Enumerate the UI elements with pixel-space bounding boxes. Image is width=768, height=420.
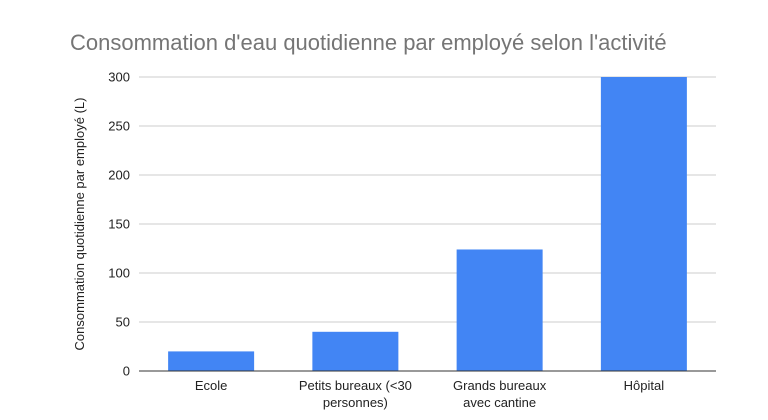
- chart-title: Consommation d'eau quotidienne par emplo…: [70, 30, 667, 55]
- y-tick-labels: 0 50 100 150 200 250 300: [108, 70, 130, 379]
- y-tick-label: 200: [108, 168, 130, 183]
- y-tick-label: 250: [108, 119, 130, 134]
- bar[interactable]: [456, 249, 543, 371]
- bar[interactable]: [600, 77, 687, 371]
- x-tick-labels: Ecole Petits bureaux (<30 personnes) Grands…: [195, 378, 664, 410]
- x-tick-label: Hôpital: [624, 378, 665, 393]
- y-tick-label: 0: [123, 364, 130, 379]
- x-tick-label: Grands bureaux: [453, 378, 547, 393]
- y-tick-label: 300: [108, 70, 130, 85]
- bar[interactable]: [312, 331, 399, 371]
- bar[interactable]: [168, 351, 255, 371]
- x-tick-label: personnes): [323, 395, 388, 410]
- x-tick-label: Ecole: [195, 378, 228, 393]
- y-axis-label: Consommation quotidienne par employé (L): [72, 98, 87, 351]
- bars: [168, 77, 687, 371]
- y-tick-label: 100: [108, 266, 130, 281]
- y-tick-label: 50: [116, 315, 130, 330]
- x-tick-label: Petits bureaux (<30: [299, 378, 412, 393]
- x-tick-label: avec cantine: [463, 395, 536, 410]
- y-tick-label: 150: [108, 217, 130, 232]
